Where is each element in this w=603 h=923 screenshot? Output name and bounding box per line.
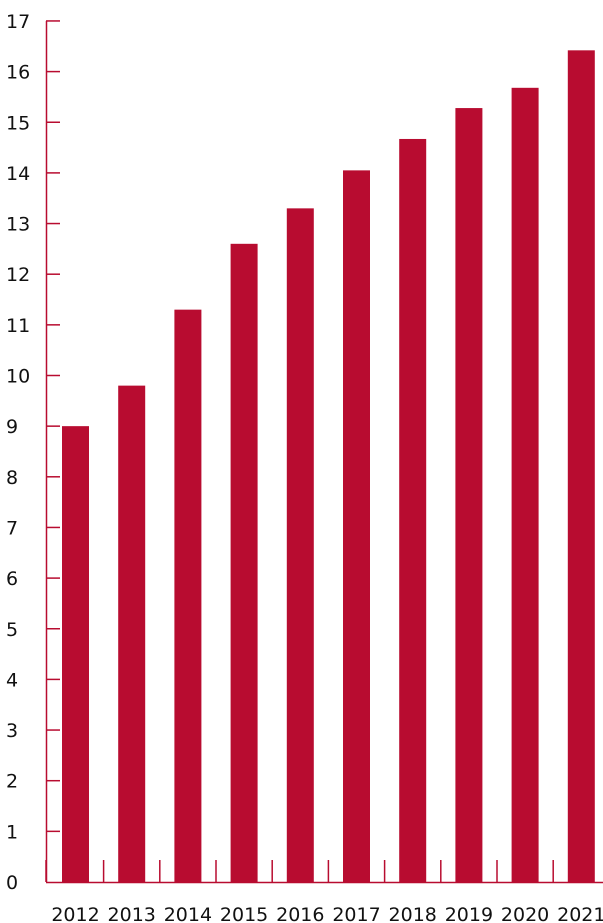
- y-tick-label: 4: [6, 669, 18, 691]
- x-tick-label: 2016: [276, 904, 324, 923]
- y-tick-label: 11: [6, 315, 30, 337]
- y-tick-label: 14: [6, 163, 30, 185]
- bar-2018: [399, 138, 427, 883]
- x-axis: 2012 2013 2014 2015 2016 2017 2018 2019 2020 2021: [45, 860, 603, 923]
- bar-2013: [118, 385, 146, 882]
- bar-2019: [455, 108, 483, 883]
- bar-2014: [174, 309, 202, 882]
- x-tick-label: 2015: [220, 904, 268, 923]
- bar-2015: [230, 243, 258, 882]
- y-tick-label: 3: [6, 720, 18, 742]
- bar-2017: [343, 170, 370, 882]
- y-tick-label: 9: [6, 416, 18, 438]
- y-tick-label: 2: [6, 771, 18, 793]
- bar-2012: [62, 426, 89, 882]
- bars: [62, 50, 595, 883]
- x-tick-label: 2017: [332, 904, 380, 923]
- y-tick-label: 17: [6, 11, 30, 33]
- bar-2020: [511, 87, 539, 883]
- y-tick-label: 7: [6, 517, 18, 539]
- x-tick-label: 2013: [108, 904, 156, 923]
- y-tick-label: 0: [6, 872, 18, 894]
- y-tick-label: 6: [6, 568, 18, 590]
- bar-2021: [567, 50, 595, 882]
- y-tick-label: 1: [6, 821, 18, 843]
- x-tick-label: 2021: [557, 904, 603, 923]
- y-tick-label: 8: [6, 467, 18, 489]
- x-tick-label: 2019: [445, 904, 493, 923]
- y-tick-label: 15: [6, 112, 30, 134]
- y-tick-label: 13: [6, 214, 30, 236]
- y-tick-label: 12: [6, 264, 30, 286]
- x-tick-label: 2018: [389, 904, 437, 923]
- y-tick-label: 5: [6, 619, 18, 641]
- y-tick-label: 16: [6, 62, 30, 84]
- x-tick-label: 2012: [51, 904, 99, 923]
- x-tick-label: 2020: [501, 904, 549, 923]
- bar-2016: [286, 208, 314, 883]
- x-tick-label: 2014: [164, 904, 212, 923]
- y-tick-label: 10: [6, 366, 30, 388]
